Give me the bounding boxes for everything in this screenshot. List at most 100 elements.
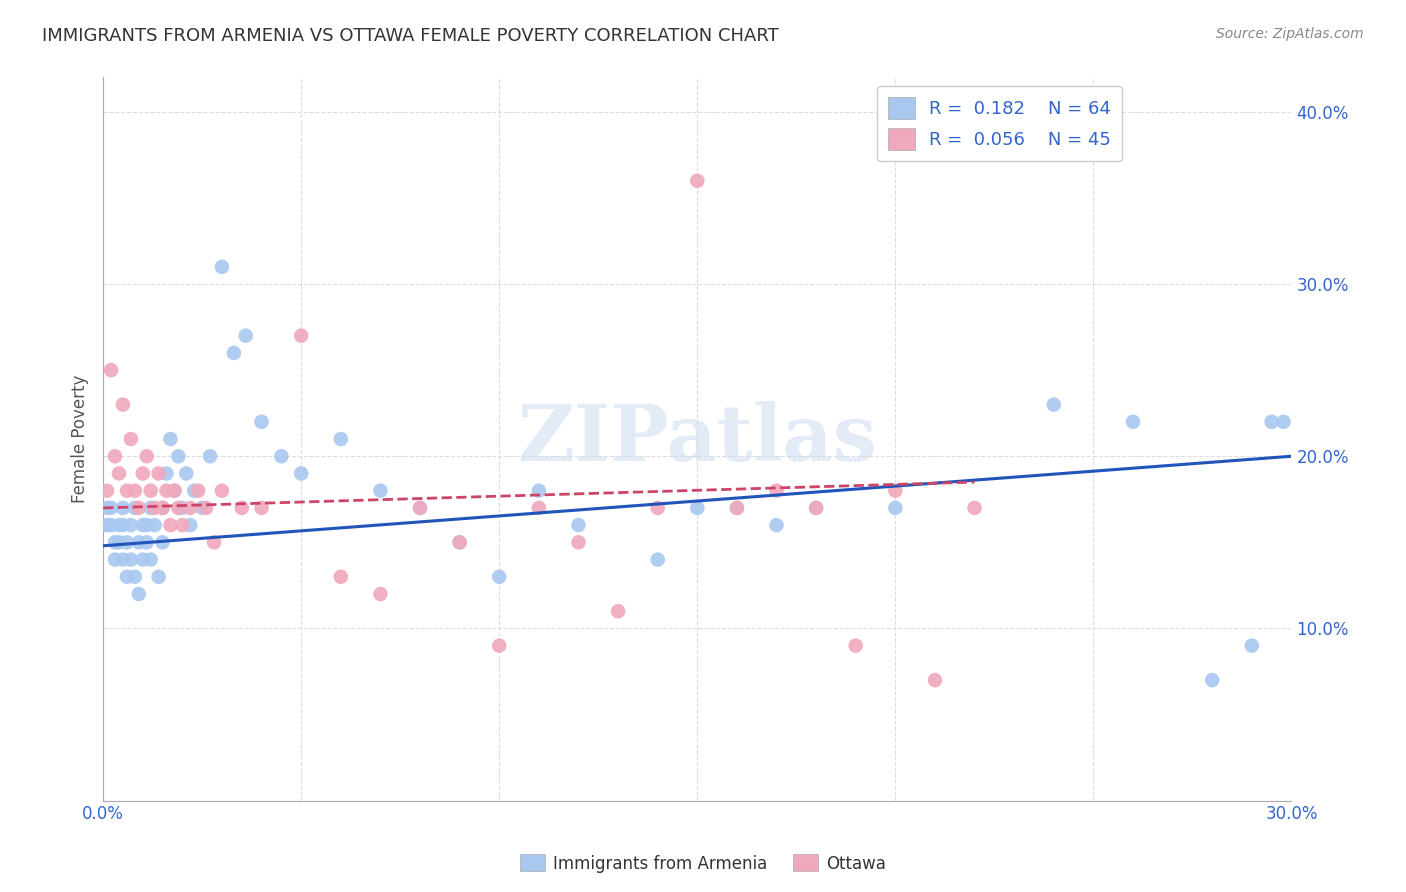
Point bbox=[211, 260, 233, 274]
Point bbox=[139, 552, 162, 566]
Point bbox=[449, 535, 471, 549]
Point bbox=[179, 500, 201, 515]
Point bbox=[152, 500, 174, 515]
Point bbox=[128, 500, 150, 515]
Point bbox=[104, 552, 127, 566]
Point bbox=[686, 500, 709, 515]
Point bbox=[148, 570, 170, 584]
Point bbox=[647, 552, 669, 566]
Point bbox=[488, 639, 510, 653]
Point bbox=[924, 673, 946, 687]
Point bbox=[211, 483, 233, 498]
Point bbox=[148, 467, 170, 481]
Point bbox=[124, 500, 146, 515]
Point bbox=[1042, 398, 1064, 412]
Point bbox=[159, 432, 181, 446]
Point bbox=[370, 587, 392, 601]
Point bbox=[139, 500, 162, 515]
Point bbox=[195, 500, 218, 515]
Point bbox=[191, 500, 214, 515]
Point bbox=[100, 518, 122, 533]
Point bbox=[143, 518, 166, 533]
Point bbox=[155, 483, 177, 498]
Point bbox=[108, 535, 131, 549]
Point bbox=[270, 449, 292, 463]
Point bbox=[139, 483, 162, 498]
Point bbox=[111, 398, 134, 412]
Point bbox=[449, 535, 471, 549]
Point bbox=[1260, 415, 1282, 429]
Point bbox=[120, 518, 142, 533]
Point bbox=[179, 518, 201, 533]
Point bbox=[202, 535, 225, 549]
Point bbox=[167, 449, 190, 463]
Point bbox=[725, 500, 748, 515]
Point bbox=[135, 449, 157, 463]
Point bbox=[231, 500, 253, 515]
Point bbox=[804, 500, 827, 515]
Point bbox=[567, 518, 589, 533]
Text: IMMIGRANTS FROM ARMENIA VS OTTAWA FEMALE POVERTY CORRELATION CHART: IMMIGRANTS FROM ARMENIA VS OTTAWA FEMALE… bbox=[42, 27, 779, 45]
Point bbox=[124, 483, 146, 498]
Point bbox=[409, 500, 432, 515]
Point bbox=[198, 449, 221, 463]
Point bbox=[135, 518, 157, 533]
Point bbox=[1272, 415, 1295, 429]
Point bbox=[128, 587, 150, 601]
Point bbox=[163, 483, 186, 498]
Point bbox=[132, 467, 155, 481]
Point bbox=[370, 483, 392, 498]
Point bbox=[115, 570, 138, 584]
Point bbox=[111, 518, 134, 533]
Point bbox=[1201, 673, 1223, 687]
Point bbox=[607, 604, 630, 618]
Point bbox=[120, 552, 142, 566]
Point bbox=[96, 500, 118, 515]
Point bbox=[124, 570, 146, 584]
Point bbox=[647, 500, 669, 515]
Point bbox=[250, 500, 273, 515]
Point bbox=[176, 467, 198, 481]
Point bbox=[1122, 415, 1144, 429]
Point bbox=[250, 415, 273, 429]
Point bbox=[159, 518, 181, 533]
Point bbox=[100, 500, 122, 515]
Point bbox=[845, 639, 868, 653]
Point bbox=[152, 500, 174, 515]
Point bbox=[135, 535, 157, 549]
Text: Source: ZipAtlas.com: Source: ZipAtlas.com bbox=[1216, 27, 1364, 41]
Point bbox=[567, 535, 589, 549]
Y-axis label: Female Poverty: Female Poverty bbox=[72, 375, 89, 503]
Point bbox=[235, 328, 257, 343]
Point bbox=[111, 500, 134, 515]
Point bbox=[290, 328, 312, 343]
Point bbox=[167, 500, 190, 515]
Point bbox=[963, 500, 986, 515]
Point bbox=[108, 467, 131, 481]
Point bbox=[96, 483, 118, 498]
Point bbox=[172, 518, 194, 533]
Point bbox=[884, 500, 907, 515]
Legend: Immigrants from Armenia, Ottawa: Immigrants from Armenia, Ottawa bbox=[513, 847, 893, 880]
Point bbox=[115, 483, 138, 498]
Point bbox=[884, 483, 907, 498]
Point bbox=[765, 518, 787, 533]
Point bbox=[104, 449, 127, 463]
Point bbox=[96, 518, 118, 533]
Point bbox=[725, 500, 748, 515]
Point bbox=[527, 483, 550, 498]
Point bbox=[104, 535, 127, 549]
Point bbox=[132, 552, 155, 566]
Point bbox=[143, 500, 166, 515]
Point bbox=[115, 535, 138, 549]
Point bbox=[100, 363, 122, 377]
Point bbox=[172, 500, 194, 515]
Point bbox=[187, 483, 209, 498]
Point bbox=[120, 432, 142, 446]
Point bbox=[155, 467, 177, 481]
Point bbox=[290, 467, 312, 481]
Point bbox=[686, 174, 709, 188]
Point bbox=[183, 483, 205, 498]
Point bbox=[111, 552, 134, 566]
Point bbox=[108, 518, 131, 533]
